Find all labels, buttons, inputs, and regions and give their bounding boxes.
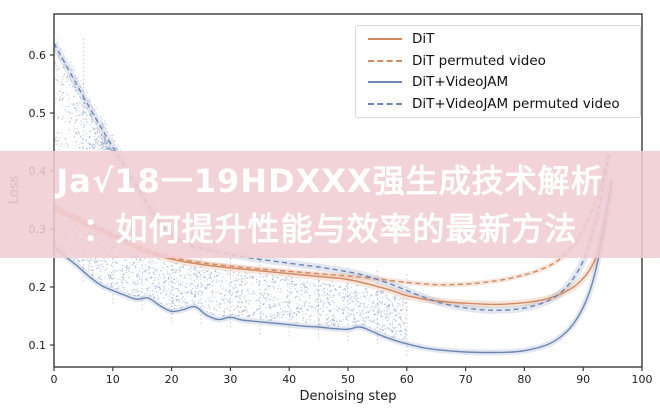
legend-row-videojam: DiT+VideoJAM (356, 74, 640, 90)
x-axis-label: Denoising step (300, 389, 397, 404)
banner-title-line2: ：如何提升性能与效率的最新方法 (82, 209, 578, 248)
videojam-permuted-dashed-line-icon (368, 103, 402, 106)
overlay-text-banner: Ja√18一19HDXXX强生成技术解析 ：如何提升性能与效率的最新方法 (0, 151, 660, 258)
legend: DiT DiT permuted video DiT+VideoJAM DiT+… (355, 25, 641, 118)
y-tick-label: 0.5 (29, 107, 47, 120)
legend-label-dit-permuted: DiT permuted video (412, 52, 546, 69)
x-tick-label: 80 (517, 373, 531, 386)
y-tick-label: 0.2 (29, 281, 47, 294)
legend-row-videojam-permuted: DiT+VideoJAM permuted video (356, 96, 640, 112)
legend-label-dit: DiT (412, 30, 435, 47)
x-tick-label: 70 (459, 373, 473, 386)
legend-label-videojam-permuted: DiT+VideoJAM permuted video (412, 96, 620, 113)
series-line-dit (54, 185, 613, 306)
y-tick-label: 0.6 (29, 49, 47, 62)
dit-permuted-dashed-line-icon (368, 59, 402, 62)
x-tick-label: 20 (165, 373, 179, 386)
x-tick-label: 10 (106, 373, 120, 386)
y-tick-label: 0.1 (29, 339, 47, 352)
x-tick-label: 50 (341, 373, 355, 386)
legend-row-dit-permuted: DiT permuted video (356, 53, 640, 69)
videojam-line-icon (368, 81, 402, 84)
banner-title-line1: Ja√18一19HDXXX强生成技术解析 (56, 161, 604, 200)
legend-label-videojam: DiT+VideoJAM (412, 74, 509, 91)
x-tick-label: 60 (400, 373, 414, 386)
legend-row-dit: DiT (356, 31, 640, 47)
x-tick-label: 100 (632, 373, 653, 386)
x-tick-label: 90 (576, 373, 590, 386)
series-line-dit-permuted-video (54, 167, 607, 286)
x-tick-label: 30 (223, 373, 237, 386)
scatter-cloud (54, 31, 408, 340)
series-line-dit-videojam (54, 179, 613, 354)
x-tick-label: 0 (51, 373, 58, 386)
dit-line-icon (368, 37, 402, 40)
x-tick-label: 40 (282, 373, 296, 386)
